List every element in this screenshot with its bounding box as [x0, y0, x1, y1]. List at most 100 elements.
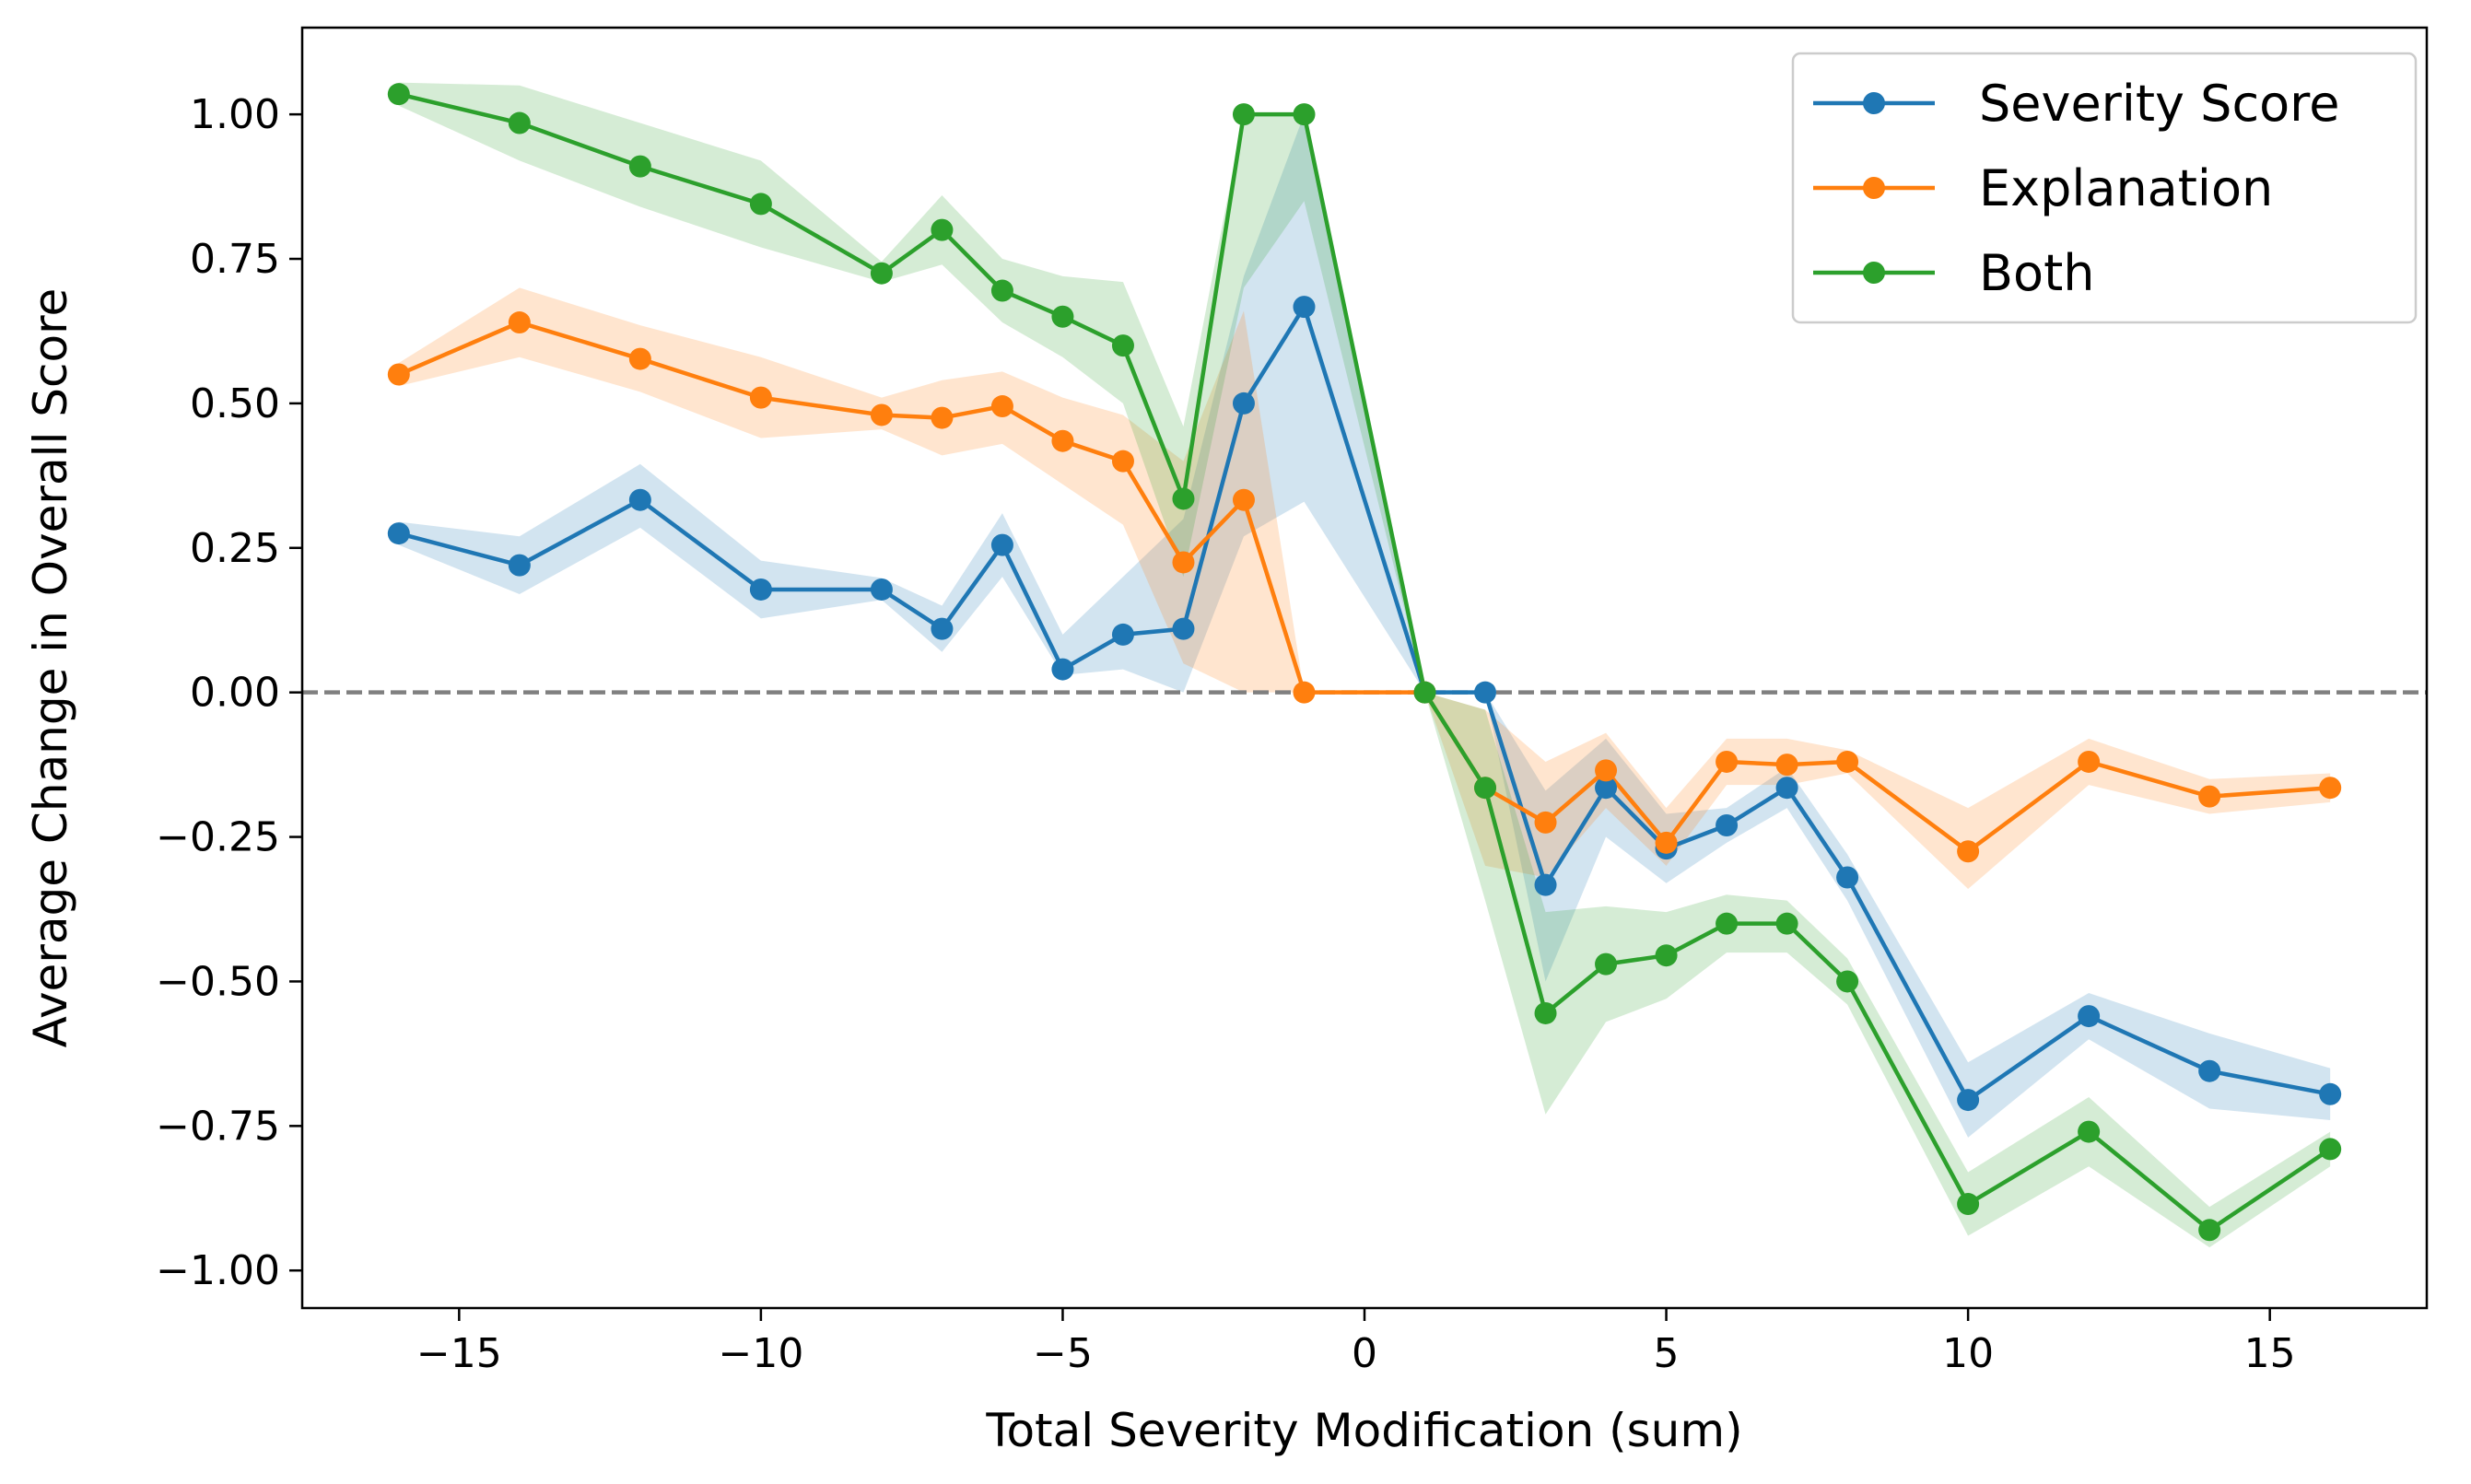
explanation-point [1836, 750, 1859, 773]
both-point [1413, 681, 1436, 704]
both-point [1051, 305, 1074, 328]
x-tick-label: 15 [2244, 1330, 2296, 1377]
legend-explanation-label: Explanation [1979, 159, 2273, 217]
y-tick-label: −0.50 [156, 958, 280, 1005]
explanation-point [1957, 840, 1980, 863]
both-point [1534, 1001, 1557, 1024]
explanation-line [397, 320, 2331, 854]
legend-box [1791, 52, 2418, 324]
severity-score-point [1716, 814, 1739, 837]
severity-score-point [931, 617, 954, 640]
severity-score-point [1595, 777, 1618, 800]
explanation-point [387, 363, 410, 386]
both-point [1836, 970, 1859, 993]
severity-score-point [870, 578, 893, 601]
x-axis-label: Total Severity Modification (sum) [985, 1404, 1742, 1457]
explanation-point [1111, 450, 1134, 473]
legend-explanation-marker [1863, 177, 1885, 199]
explanation-point [1655, 831, 1678, 854]
explanation-point [2319, 777, 2342, 800]
legend: Severity Score Explanation Both [1791, 52, 2418, 324]
severity-score-point [990, 533, 1013, 556]
both-line [398, 91, 2332, 1233]
explanation-point [1293, 681, 1316, 704]
severity-score-point [1051, 658, 1074, 681]
both-point [1775, 912, 1798, 935]
explanation-band [398, 287, 2331, 890]
y-tick-label: 0.50 [190, 380, 280, 427]
severity-score-point [387, 522, 410, 545]
severity-score-point [1293, 296, 1316, 319]
explanation-point [2078, 750, 2101, 773]
y-axis-label: Average Change in Overall Score [24, 288, 77, 1048]
explanation-point [1172, 551, 1195, 574]
both-point [1111, 334, 1134, 357]
both-point [1293, 103, 1316, 126]
both-point [749, 193, 772, 216]
y-tick-label: −0.25 [156, 814, 280, 861]
both-point [1595, 952, 1618, 976]
y-tick-label: 0.25 [190, 525, 280, 572]
both-point [931, 218, 954, 241]
both-point [1474, 777, 1497, 800]
explanation-point [1775, 754, 1798, 777]
explanation-point [1595, 759, 1618, 782]
x-axis-ticks: −15 −10 −5 0 5 10 15 [416, 1308, 2296, 1377]
explanation-point [749, 386, 772, 409]
both-point [2319, 1138, 2342, 1161]
severity-score-line [398, 304, 2331, 1103]
y-axis-ticks: −1.00 −0.75 −0.50 −0.25 0.00 0.25 0.50 0.75 1.00 [156, 91, 302, 1294]
severity-score-point [1111, 623, 1134, 646]
x-tick-label: −15 [416, 1330, 502, 1377]
severity-score-point [2198, 1059, 2221, 1082]
explanation-point [931, 406, 954, 429]
severity-score-point [1232, 391, 1255, 415]
legend-severity-score-marker [1863, 92, 1885, 114]
severity-score-point [749, 578, 772, 601]
explanation-point [990, 395, 1013, 418]
severity-score-point [2078, 1005, 2101, 1028]
series-points [387, 83, 2342, 1242]
x-tick-label: −10 [718, 1330, 803, 1377]
severity-score-point [628, 488, 651, 511]
y-tick-label: 1.00 [190, 91, 280, 138]
explanation-point [1716, 750, 1739, 773]
both-point [1716, 912, 1739, 935]
x-tick-label: 5 [1654, 1330, 1680, 1377]
both-point [508, 111, 531, 134]
explanation-point [1232, 488, 1255, 511]
both-point [2078, 1120, 2101, 1143]
explanation-point [2198, 785, 2221, 808]
both-point [2198, 1219, 2221, 1242]
legend-both-marker [1863, 262, 1885, 284]
both-point [1655, 944, 1678, 967]
legend-both-label: Both [1979, 244, 2094, 302]
y-tick-label: 0.75 [190, 236, 280, 283]
severity-score-point [1474, 681, 1497, 704]
explanation-point [628, 347, 651, 370]
explanation-point [870, 403, 893, 427]
severity-score-point [508, 554, 531, 577]
both-point [387, 83, 410, 106]
legend-severity-score-label: Severity Score [1979, 75, 2339, 133]
both-point [1232, 103, 1255, 126]
series-lines [397, 91, 2332, 1233]
both-point [1957, 1193, 1980, 1216]
severity-score-point [1534, 873, 1557, 896]
x-tick-label: −5 [1033, 1330, 1093, 1377]
severity-score-point [1775, 777, 1798, 800]
explanation-point [508, 311, 531, 334]
severity-score-point [1172, 617, 1195, 640]
explanation-point [1534, 811, 1557, 834]
severity-score-point [1836, 866, 1859, 889]
y-tick-label: 0.00 [190, 670, 280, 717]
severity-score-point [1957, 1089, 1980, 1112]
both-point [990, 279, 1013, 302]
y-tick-label: −1.00 [156, 1247, 280, 1294]
y-tick-label: −0.75 [156, 1103, 280, 1150]
x-tick-label: 10 [1942, 1330, 1994, 1377]
both-point [870, 262, 893, 285]
severity-score-point [2319, 1082, 2342, 1105]
both-point [628, 155, 651, 178]
